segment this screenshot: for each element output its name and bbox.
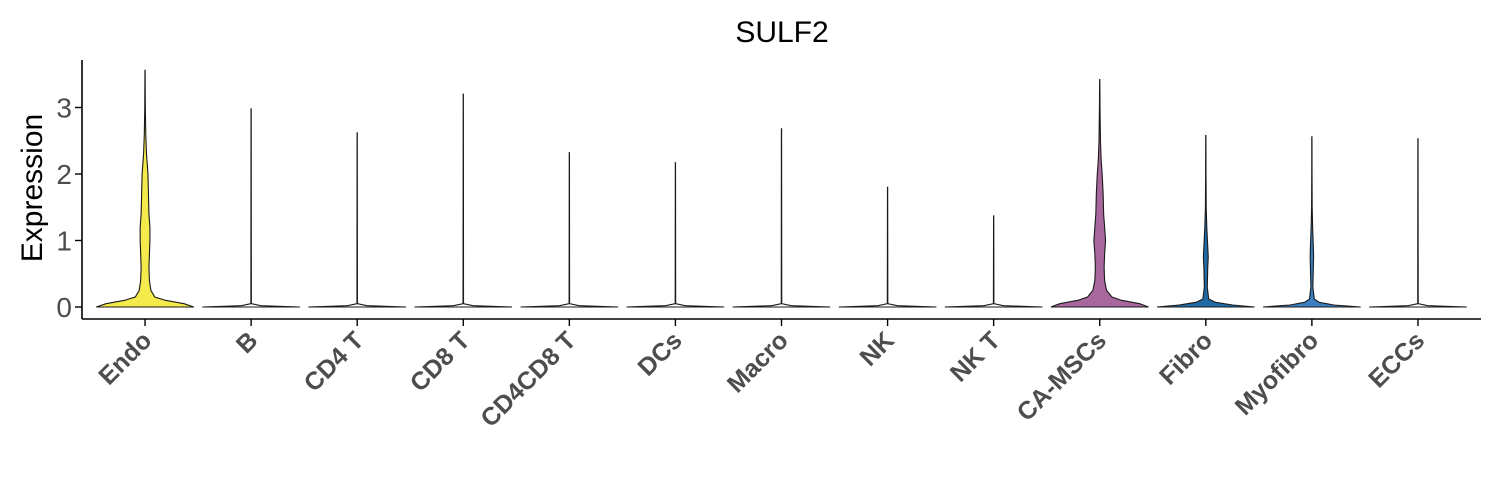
violin-endo (96, 69, 195, 308)
x-tick-label: DCs (633, 326, 688, 381)
x-tick-label: NK (854, 326, 899, 371)
y-tick-label: 1 (56, 226, 72, 257)
plot-area (96, 69, 1467, 308)
x-tick-label: CD8 T (405, 326, 476, 397)
violin-fibro (1156, 134, 1255, 308)
violin-nk-t (944, 215, 1043, 308)
violin-nk (838, 186, 937, 308)
x-tick-label: CD4 T (299, 326, 370, 397)
violin-macro (732, 128, 831, 308)
x-tick-label: ECCs (1363, 326, 1430, 393)
x-axis: Endo B CD4 T CD8 T CD4CD8 T DCs Macro NK NK T CA-… (93, 319, 1430, 433)
x-tick-label: B (231, 326, 264, 359)
y-axis: 0 1 2 3 (56, 93, 82, 323)
violin-eccs (1369, 138, 1467, 308)
violin-cd4-t (308, 132, 407, 308)
x-tick-label: Macro (722, 326, 794, 398)
violin-b (202, 108, 300, 308)
y-tick-label: 3 (56, 93, 72, 124)
violin-cd8-t (414, 93, 513, 308)
y-axis-label: Expression (16, 114, 49, 262)
violin-cd4cd8-t (520, 152, 619, 308)
violin-dcs (626, 162, 725, 308)
violin-myofibro (1263, 136, 1361, 308)
y-tick-label: 0 (56, 292, 72, 323)
chart-title: SULF2 (735, 16, 828, 49)
y-tick-label: 2 (56, 159, 72, 190)
x-tick-label: Fibro (1154, 326, 1218, 390)
x-tick-label: CA-MSCs (1012, 326, 1112, 426)
x-tick-label: NK T (945, 326, 1006, 387)
x-tick-label: Myofibro (1230, 326, 1324, 420)
x-tick-label: Endo (93, 326, 157, 390)
x-tick-label: CD4CD8 T (475, 326, 581, 432)
violin-ca-mscs (1050, 79, 1149, 308)
